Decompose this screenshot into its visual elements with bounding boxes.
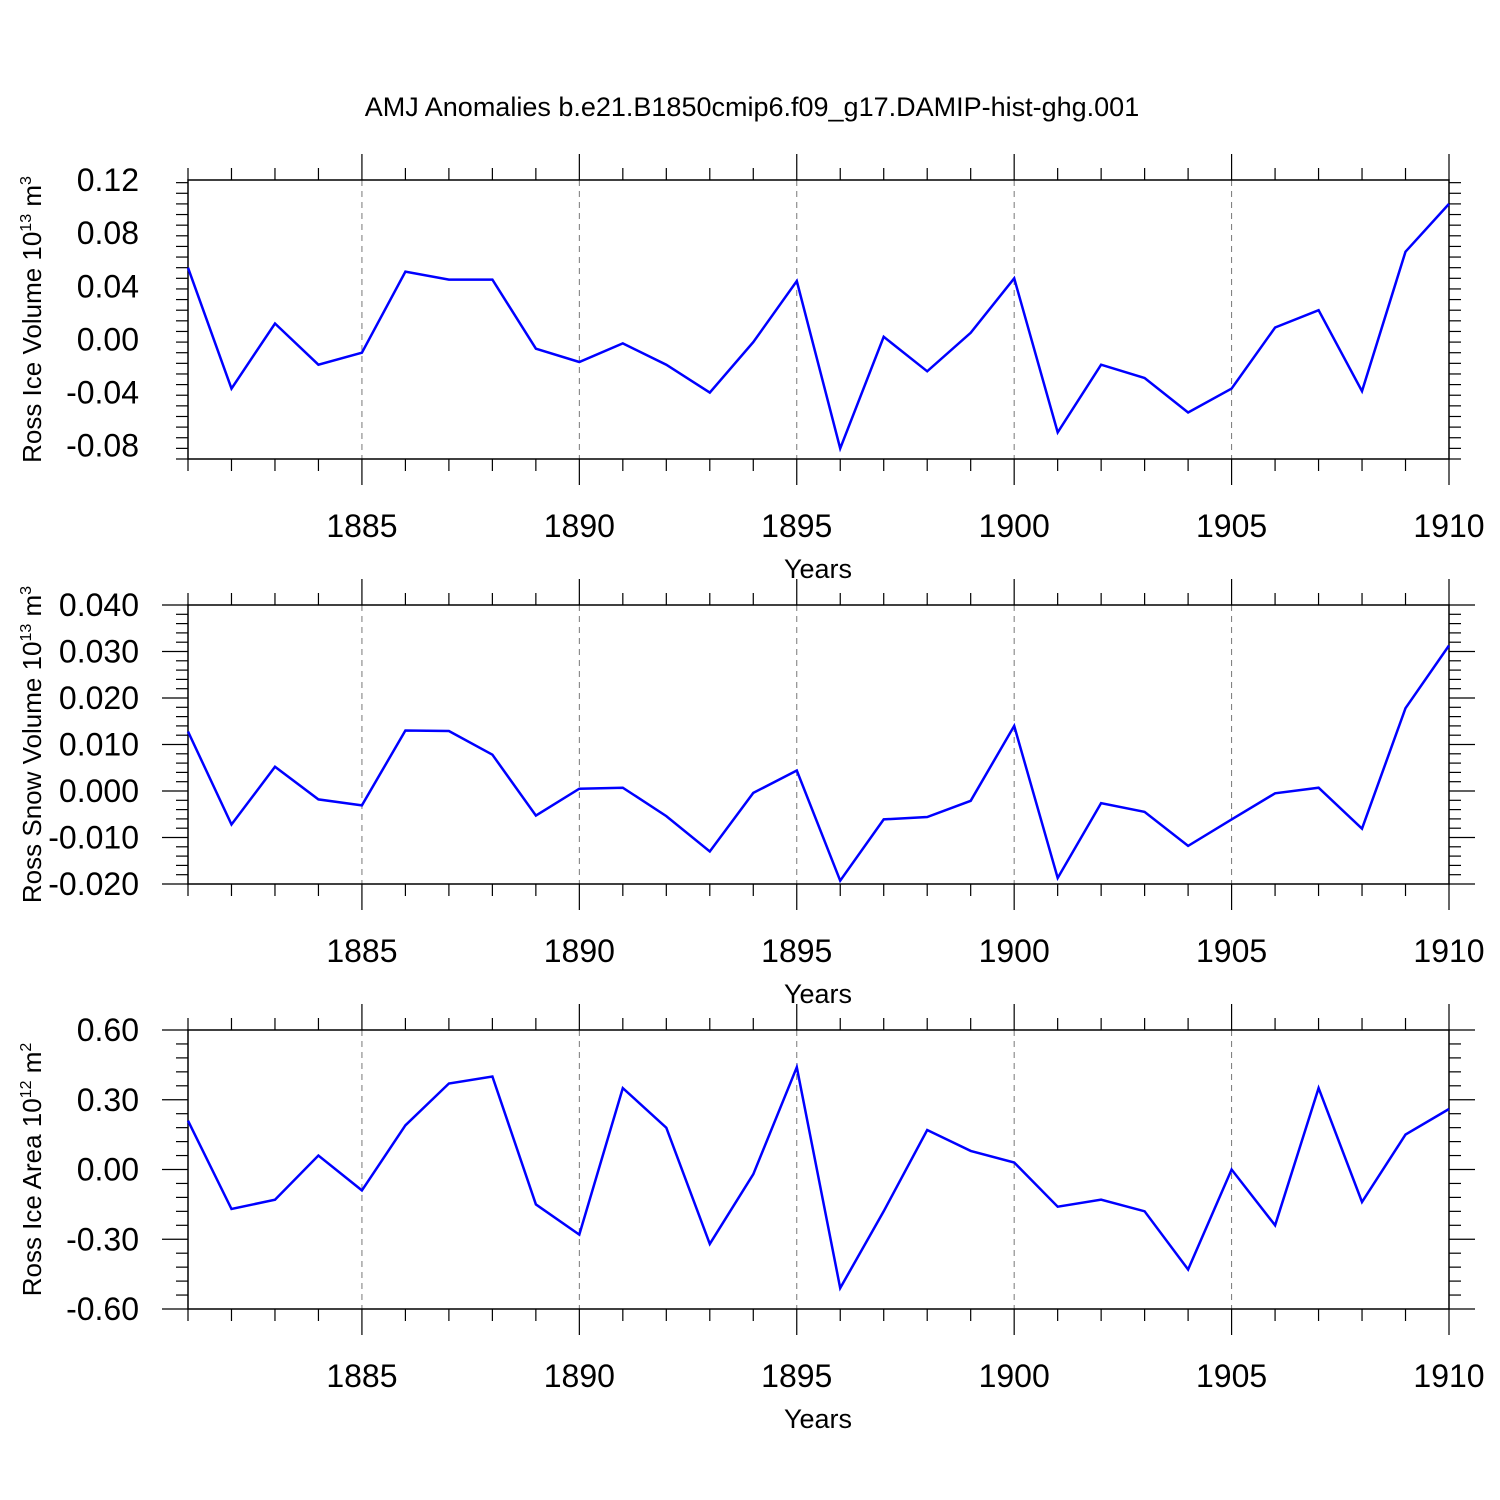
x-tick-label: 1895 bbox=[761, 1358, 832, 1394]
x-tick-label: 1910 bbox=[1413, 933, 1484, 969]
y-axis-label-text: Ross Ice Area 10 bbox=[17, 1098, 47, 1296]
x-tick-label: 1895 bbox=[761, 933, 832, 969]
series-line bbox=[186, 203, 1450, 453]
x-tick-label: 1885 bbox=[326, 1358, 397, 1394]
y-axis-label-exponent: 13 bbox=[18, 624, 35, 642]
y-axis-label-text: m bbox=[17, 1052, 47, 1081]
y-tick-label: 0.30 bbox=[77, 1082, 139, 1118]
x-tick-label: 1890 bbox=[544, 933, 615, 969]
x-tick-label: 1890 bbox=[544, 508, 615, 544]
y-tick-label: -0.60 bbox=[66, 1291, 139, 1327]
y-axis-label-exponent: 12 bbox=[18, 1080, 35, 1098]
y-tick-label: 0.00 bbox=[77, 321, 139, 357]
y-tick-label: 0.040 bbox=[59, 587, 139, 623]
plot-frame bbox=[187, 1029, 1450, 1310]
y-tick-label: -0.020 bbox=[48, 866, 139, 902]
plot-frame bbox=[187, 179, 1450, 460]
y-axis-label-text: m bbox=[17, 595, 47, 624]
chart-panel-2: 0.040 0.030 0.020 0.010 0.000 -0.010 -0.020 188… bbox=[17, 579, 1485, 1009]
x-tick-label: 1900 bbox=[979, 508, 1050, 544]
x-tick-label: 1890 bbox=[544, 1358, 615, 1394]
y-tick-label: -0.08 bbox=[66, 428, 139, 464]
series-line bbox=[186, 644, 1451, 884]
x-axis-label: Years bbox=[784, 979, 852, 1009]
y-axis-label: Ross Snow Volume 1013 m3 bbox=[17, 586, 47, 903]
x-tick-label: 1885 bbox=[326, 508, 397, 544]
y-tick-label: 0.60 bbox=[77, 1012, 139, 1048]
y-axis-label: Ross Ice Area 1012 m2 bbox=[17, 1043, 47, 1297]
y-tick-label: -0.30 bbox=[66, 1221, 139, 1257]
y-tick-label: 0.00 bbox=[77, 1152, 139, 1188]
x-tick-label: 1900 bbox=[979, 1358, 1050, 1394]
x-tick-label: 1905 bbox=[1196, 1358, 1267, 1394]
y-tick-label: -0.010 bbox=[48, 820, 139, 856]
x-axis-label: Years bbox=[784, 1404, 852, 1434]
chart-panel-3: 0.60 0.30 0.00 -0.30 -0.60 1885 1890 1895 1900 19… bbox=[17, 1004, 1485, 1434]
y-axis-label-text: m bbox=[17, 185, 47, 214]
y-tick-label: 0.020 bbox=[59, 680, 139, 716]
y-tick-label: -0.04 bbox=[66, 375, 139, 411]
y-tick-label: 0.04 bbox=[77, 268, 139, 304]
y-tick-label: 0.000 bbox=[59, 773, 139, 809]
y-axis-label-exponent: 3 bbox=[18, 176, 35, 185]
x-tick-label: 1905 bbox=[1196, 508, 1267, 544]
y-tick-label: 0.08 bbox=[77, 215, 139, 251]
chart-panel-1: 0.12 0.08 0.04 0.00 -0.04 -0.08 1885 1890 1895 19… bbox=[17, 154, 1485, 584]
panels: 0.12 0.08 0.04 0.00 -0.04 -0.08 1885 1890 1895 19… bbox=[17, 154, 1485, 1434]
y-axis-label: Ross Ice Volume 1013 m3 bbox=[17, 176, 47, 463]
x-tick-label: 1910 bbox=[1413, 508, 1484, 544]
y-axis-label-text: Ross Snow Volume 10 bbox=[17, 642, 47, 904]
y-tick-label: 0.010 bbox=[59, 727, 139, 763]
x-tick-label: 1900 bbox=[979, 933, 1050, 969]
y-tick-label: 0.030 bbox=[59, 634, 139, 670]
y-axis-label-text: Ross Ice Volume 10 bbox=[17, 232, 47, 463]
x-axis-label: Years bbox=[784, 554, 852, 584]
x-tick-label: 1885 bbox=[326, 933, 397, 969]
y-axis-label-exponent: 2 bbox=[18, 1043, 35, 1052]
x-tick-label: 1895 bbox=[761, 508, 832, 544]
y-tick-label: 0.12 bbox=[77, 162, 139, 198]
chart-title: AMJ Anomalies b.e21.B1850cmip6.f09_g17.D… bbox=[365, 92, 1139, 122]
plot-frame bbox=[187, 604, 1450, 885]
x-tick-label: 1905 bbox=[1196, 933, 1267, 969]
y-axis-label-exponent: 13 bbox=[18, 214, 35, 232]
series-line bbox=[186, 1062, 1450, 1292]
y-axis-label-exponent: 3 bbox=[18, 586, 35, 595]
x-tick-label: 1910 bbox=[1413, 1358, 1484, 1394]
